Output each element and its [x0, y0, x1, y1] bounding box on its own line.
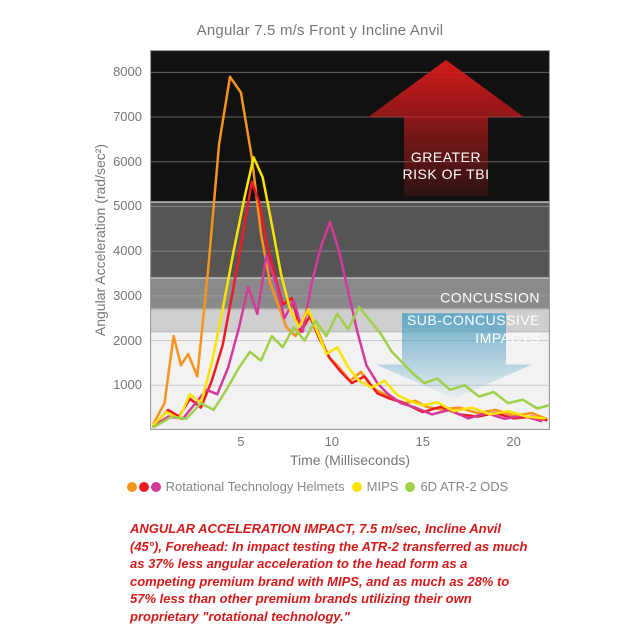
legend-label: Rotational Technology Helmets: [166, 479, 345, 494]
y-axis-label: Angular Acceleration (rad/sec²): [90, 50, 110, 430]
chart-title: Angular 7.5 m/s Front y Incline Anvil: [0, 22, 640, 39]
band-label-subconcussive: SUB-CONCUSSIVE: [407, 312, 540, 328]
plot-svg: GREATERRISK OF TBI CONCUSSION SUB-CONCUSSI…: [150, 50, 550, 430]
caption: ANGULAR ACCELERATION IMPACT, 7.5 m/sec, …: [130, 520, 530, 625]
band-label-impacts: IMPACTS: [475, 330, 540, 346]
y-tick: 6000: [82, 154, 142, 169]
figure: Angular 7.5 m/s Front y Incline Anvil An…: [0, 0, 640, 640]
x-tick: 5: [221, 434, 261, 449]
y-tick: 2000: [82, 333, 142, 348]
risk-label: GREATER: [411, 149, 481, 165]
legend: Rotational Technology Helmets MIPS 6D ATR-…: [0, 478, 640, 494]
y-tick: 5000: [82, 198, 142, 213]
legend-dot: [127, 482, 137, 492]
legend-dot: [151, 482, 161, 492]
legend-dot: [405, 482, 415, 492]
legend-dot: [352, 482, 362, 492]
legend-label: 6D ATR-2 ODS: [420, 479, 508, 494]
x-tick: 20: [494, 434, 534, 449]
y-tick: 7000: [82, 109, 142, 124]
x-tick: 15: [403, 434, 443, 449]
y-tick: 1000: [82, 377, 142, 392]
x-tick: 10: [312, 434, 352, 449]
y-tick: 3000: [82, 288, 142, 303]
y-tick: 4000: [82, 243, 142, 258]
plot-area: GREATERRISK OF TBI CONCUSSION SUB-CONCUSSI…: [150, 50, 550, 430]
band-label-concussion: CONCUSSION: [440, 290, 540, 306]
x-axis-label: Time (Milliseconds): [150, 452, 550, 468]
legend-dot: [139, 482, 149, 492]
y-tick: 8000: [82, 64, 142, 79]
legend-label: MIPS: [367, 479, 399, 494]
risk-label: RISK OF TBI: [403, 166, 490, 182]
